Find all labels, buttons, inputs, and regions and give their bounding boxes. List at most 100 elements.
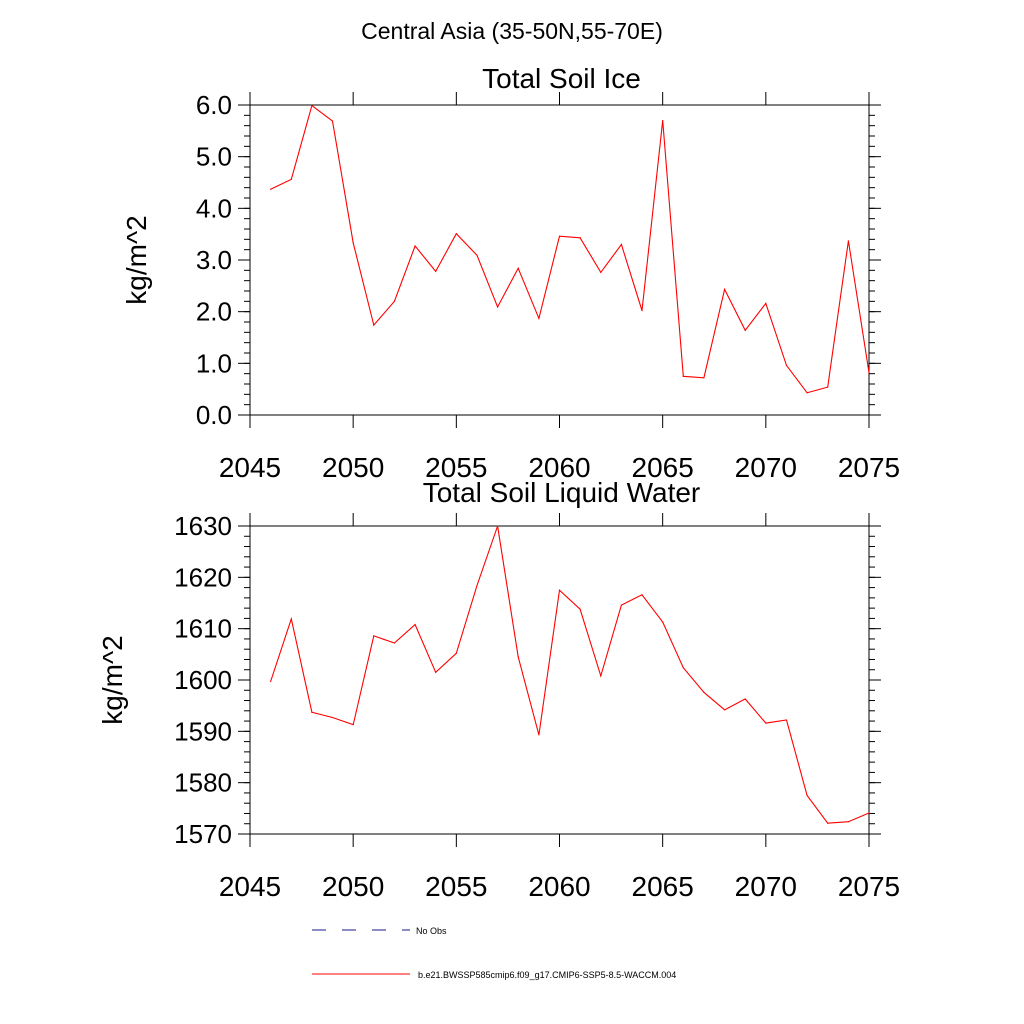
data-point [785,719,788,721]
y-tick-label: 1620 [174,562,232,592]
x-tick-label: 2055 [425,871,487,902]
plot-frame [249,525,870,835]
data-point [579,608,581,610]
y-axis-label: kg/m^2 [121,215,152,304]
data-point [620,243,623,246]
data-point [827,386,829,388]
data-point [682,375,684,377]
data-point [682,667,684,669]
y-tick-label: 4.0 [196,193,232,223]
data-point [331,120,334,122]
x-tick-label: 2070 [735,871,797,902]
data-point [723,709,726,711]
data-point [393,300,396,302]
figure-title: Central Asia (35-50N,55-70E) [361,18,663,44]
legend-label: b.e21.BWSSP585cmip6.f09_g17.CMIP6-SSP5-8… [418,970,676,980]
data-point [435,671,437,673]
x-tick-label: 2075 [838,452,900,483]
legend-label: No Obs [416,926,447,936]
y-tick-label: 5.0 [196,142,232,172]
panel-total-soil-liquid-water: 1570 1580 1590 1600 1610 1620 1630 2045 2050 2055… [97,477,900,902]
data-point [352,724,354,726]
data-point [538,317,540,319]
data-point [785,364,788,366]
data-point [290,618,292,620]
x-tick-label: 2070 [735,452,797,483]
data-point [476,254,478,256]
series-line [270,525,870,824]
data-point [868,812,870,814]
data-point [270,188,272,190]
data-point [497,525,499,527]
data-point [538,734,540,736]
data-point [620,604,623,606]
y-tick-label: 1600 [174,665,232,695]
data-point [414,623,416,626]
data-point [311,104,313,107]
data-point [847,240,849,242]
panel-title: Total Soil Liquid Water [423,477,701,508]
x-tick-label: 2050 [322,452,384,483]
data-point [517,267,519,269]
data-point [765,302,767,304]
data-point [331,716,334,719]
y-tick-label: 3.0 [196,245,232,275]
x-tick-label: 2065 [632,871,694,902]
data-point [373,324,375,326]
x-tick-label: 2075 [838,871,900,902]
data-point [497,306,499,308]
data-point [703,691,705,693]
data-point [868,372,870,374]
data-point [765,722,767,724]
x-tick-label: 2060 [528,452,590,483]
panel-title: Total Soil Ice [482,63,641,94]
data-point [579,237,581,239]
data-point [744,329,746,331]
data-point [476,584,478,587]
data-point [806,794,808,797]
data-point [311,711,313,713]
data-point [373,635,375,637]
data-point [455,652,457,654]
y-tick-label: 1610 [174,614,232,644]
panel-total-soil-ice: 0.0 1.0 2.0 3.0 4.0 5.0 6.0 2045 2050 2055 2060 206… [121,63,900,483]
data-point [352,242,354,244]
data-point [558,235,561,237]
x-tick-label: 2050 [322,871,384,902]
y-tick-label: 1630 [174,511,232,541]
data-point [270,680,272,683]
y-tick-label: 1570 [174,819,232,849]
data-point [662,621,664,623]
data-point [641,594,643,596]
data-point [290,178,292,180]
data-point [723,288,726,291]
data-point [847,821,849,823]
y-axis-label: kg/m^2 [97,635,128,724]
data-point [600,675,602,677]
data-point [827,822,829,824]
data-point [744,698,746,700]
data-point [600,271,602,273]
data-point [455,233,457,235]
x-tick-label: 2065 [632,452,694,483]
x-tick-label: 2055 [425,452,487,483]
y-tick-label: 1590 [174,716,232,746]
data-point [435,270,437,272]
x-tick-label: 2060 [528,871,590,902]
data-point [558,589,561,591]
legend: No Obs b.e21.BWSSP585cmip6.f09_g17.CMIP6-… [312,926,676,980]
data-point [662,119,664,122]
x-tick-label: 2045 [219,452,281,483]
data-point [517,656,519,658]
series-line [270,104,870,394]
y-tick-label: 6.0 [196,90,232,120]
data-point [414,245,416,247]
y-tick-label: 0.0 [196,400,232,430]
data-point [393,642,396,644]
x-tick-label: 2045 [219,871,281,902]
y-tick-label: 1580 [174,768,232,798]
y-tick-label: 2.0 [196,297,232,327]
data-point [703,377,705,379]
y-tick-label: 1.0 [196,348,232,378]
